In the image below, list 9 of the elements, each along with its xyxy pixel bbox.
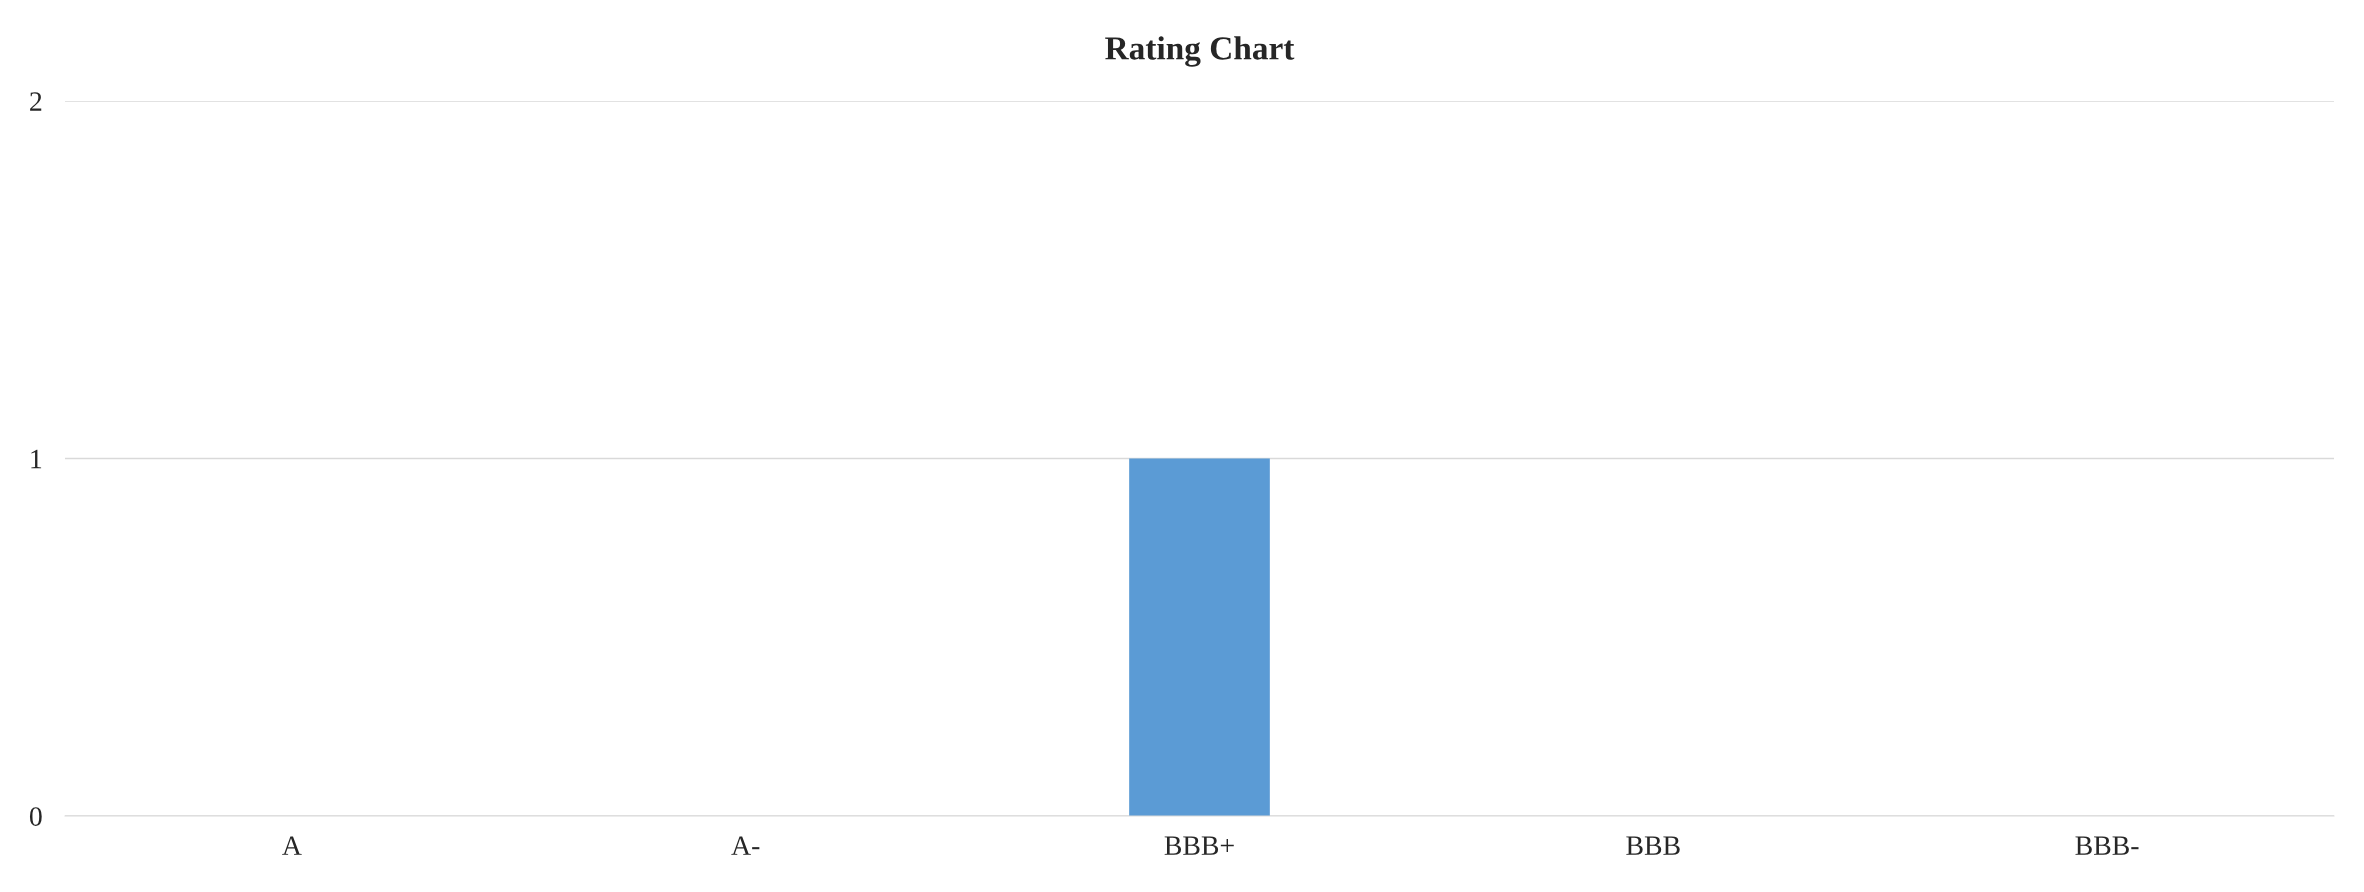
y-tick-label: 1 [31, 449, 42, 469]
x-tick-label: A- [731, 836, 760, 855]
x-tick-label: BBB+ [1164, 836, 1234, 855]
x-tick-label: A [282, 836, 302, 855]
y-tick-label: 0 [29, 807, 42, 826]
chart-title: Rating Chart [1105, 36, 1295, 67]
x-tick-label: BBB [1626, 836, 1680, 855]
y-tick-label: 2 [30, 92, 42, 111]
x-tick-label: BBB- [2075, 836, 2139, 855]
